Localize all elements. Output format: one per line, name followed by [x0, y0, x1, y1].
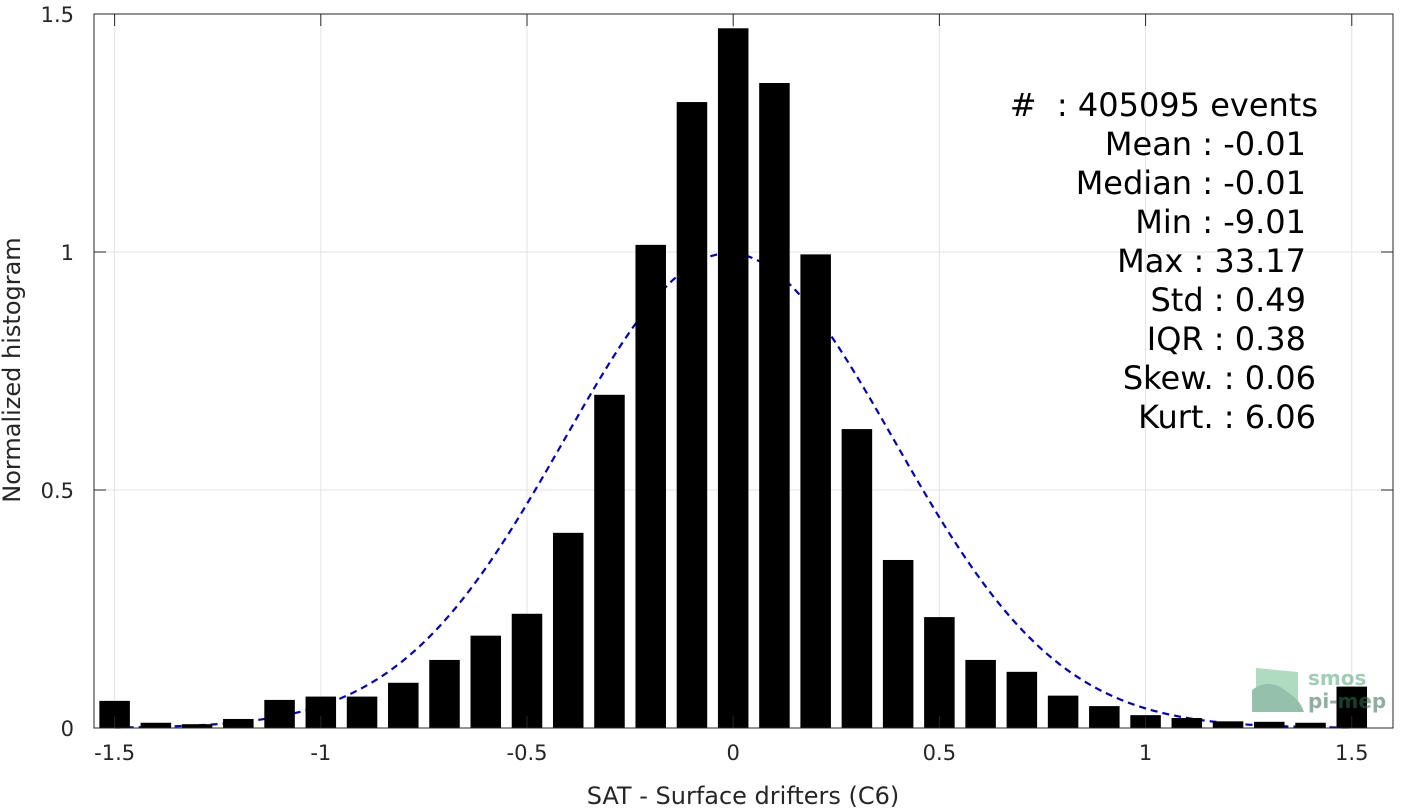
histogram-bar [1254, 721, 1285, 728]
stat-std: Std : 0.49 [1150, 281, 1306, 319]
stat-kurt: Kurt. : 6.06 [1138, 398, 1316, 436]
histogram-bars [99, 28, 1368, 729]
histogram-bar [470, 635, 502, 728]
x-tick-label: 0 [727, 741, 740, 765]
y-axis-title: Normalized histogram [0, 237, 26, 502]
y-tick-label: 0 [61, 717, 74, 741]
histogram-bar [1212, 721, 1244, 728]
histogram-bar [1295, 722, 1326, 728]
stat-max: Max : 33.17 [1117, 242, 1306, 280]
y-tick-label: 0.5 [41, 479, 74, 503]
stat-skew: Skew. : 0.06 [1123, 359, 1316, 397]
histogram-bar [965, 659, 996, 728]
histogram-bar [223, 718, 254, 728]
logo-text-smos: smos [1308, 666, 1366, 690]
histogram-bar [181, 724, 213, 728]
histogram-bar [676, 102, 708, 728]
histogram-bar [717, 28, 749, 728]
logo-text-pi-mep: pi-mep [1308, 689, 1386, 713]
x-axis-title: SAT - Surface drifters (C6) [587, 782, 900, 809]
histogram-bar [759, 83, 790, 728]
histogram-bar [841, 429, 873, 728]
axis-ticks: -1.5 -1 -0.5 0 0.5 1 1.5 0 0.5 1 1.5 [41, 3, 1393, 765]
stat-events: # : 405095 events [1010, 86, 1318, 124]
x-tick-label: 1 [1139, 741, 1152, 765]
histogram-bar [1089, 706, 1120, 728]
histogram-bar [264, 699, 295, 728]
x-tick-label: 1.5 [1335, 741, 1368, 765]
y-tick-label: 1.5 [41, 3, 74, 27]
x-tick-label: -1.5 [94, 741, 135, 765]
histogram-bar [1047, 695, 1079, 728]
y-tick-label: 1 [61, 241, 74, 265]
histogram-bar [511, 613, 543, 728]
histogram-bar [140, 722, 172, 728]
histogram-bar [800, 254, 831, 728]
x-tick-label: -1 [310, 741, 331, 765]
statistics-panel: # : 405095 events Mean : -0.01 Median : … [1010, 86, 1318, 436]
plot-frame [93, 13, 1394, 729]
histogram-bar [388, 682, 419, 728]
x-tick-label: 0.5 [923, 741, 956, 765]
histogram-bar [1171, 718, 1203, 728]
histogram-bar [594, 394, 625, 728]
histogram-bar [552, 532, 584, 728]
x-tick-label: -0.5 [507, 741, 548, 765]
histogram-bar [882, 559, 914, 728]
stat-iqr: IQR : 0.38 [1147, 320, 1306, 358]
histogram-bar [346, 696, 378, 728]
histogram-bar [924, 617, 955, 728]
smos-pi-mep-logo: smos pi-mep [1252, 666, 1386, 713]
stat-mean: Mean : -0.01 [1105, 125, 1306, 163]
histogram-bar [1006, 671, 1038, 728]
histogram-bar [635, 244, 666, 729]
stat-min: Min : -9.01 [1135, 203, 1306, 241]
stat-median: Median : -0.01 [1076, 164, 1306, 202]
logo-wave-icon-dark [1252, 683, 1304, 712]
histogram-bar [429, 659, 460, 728]
